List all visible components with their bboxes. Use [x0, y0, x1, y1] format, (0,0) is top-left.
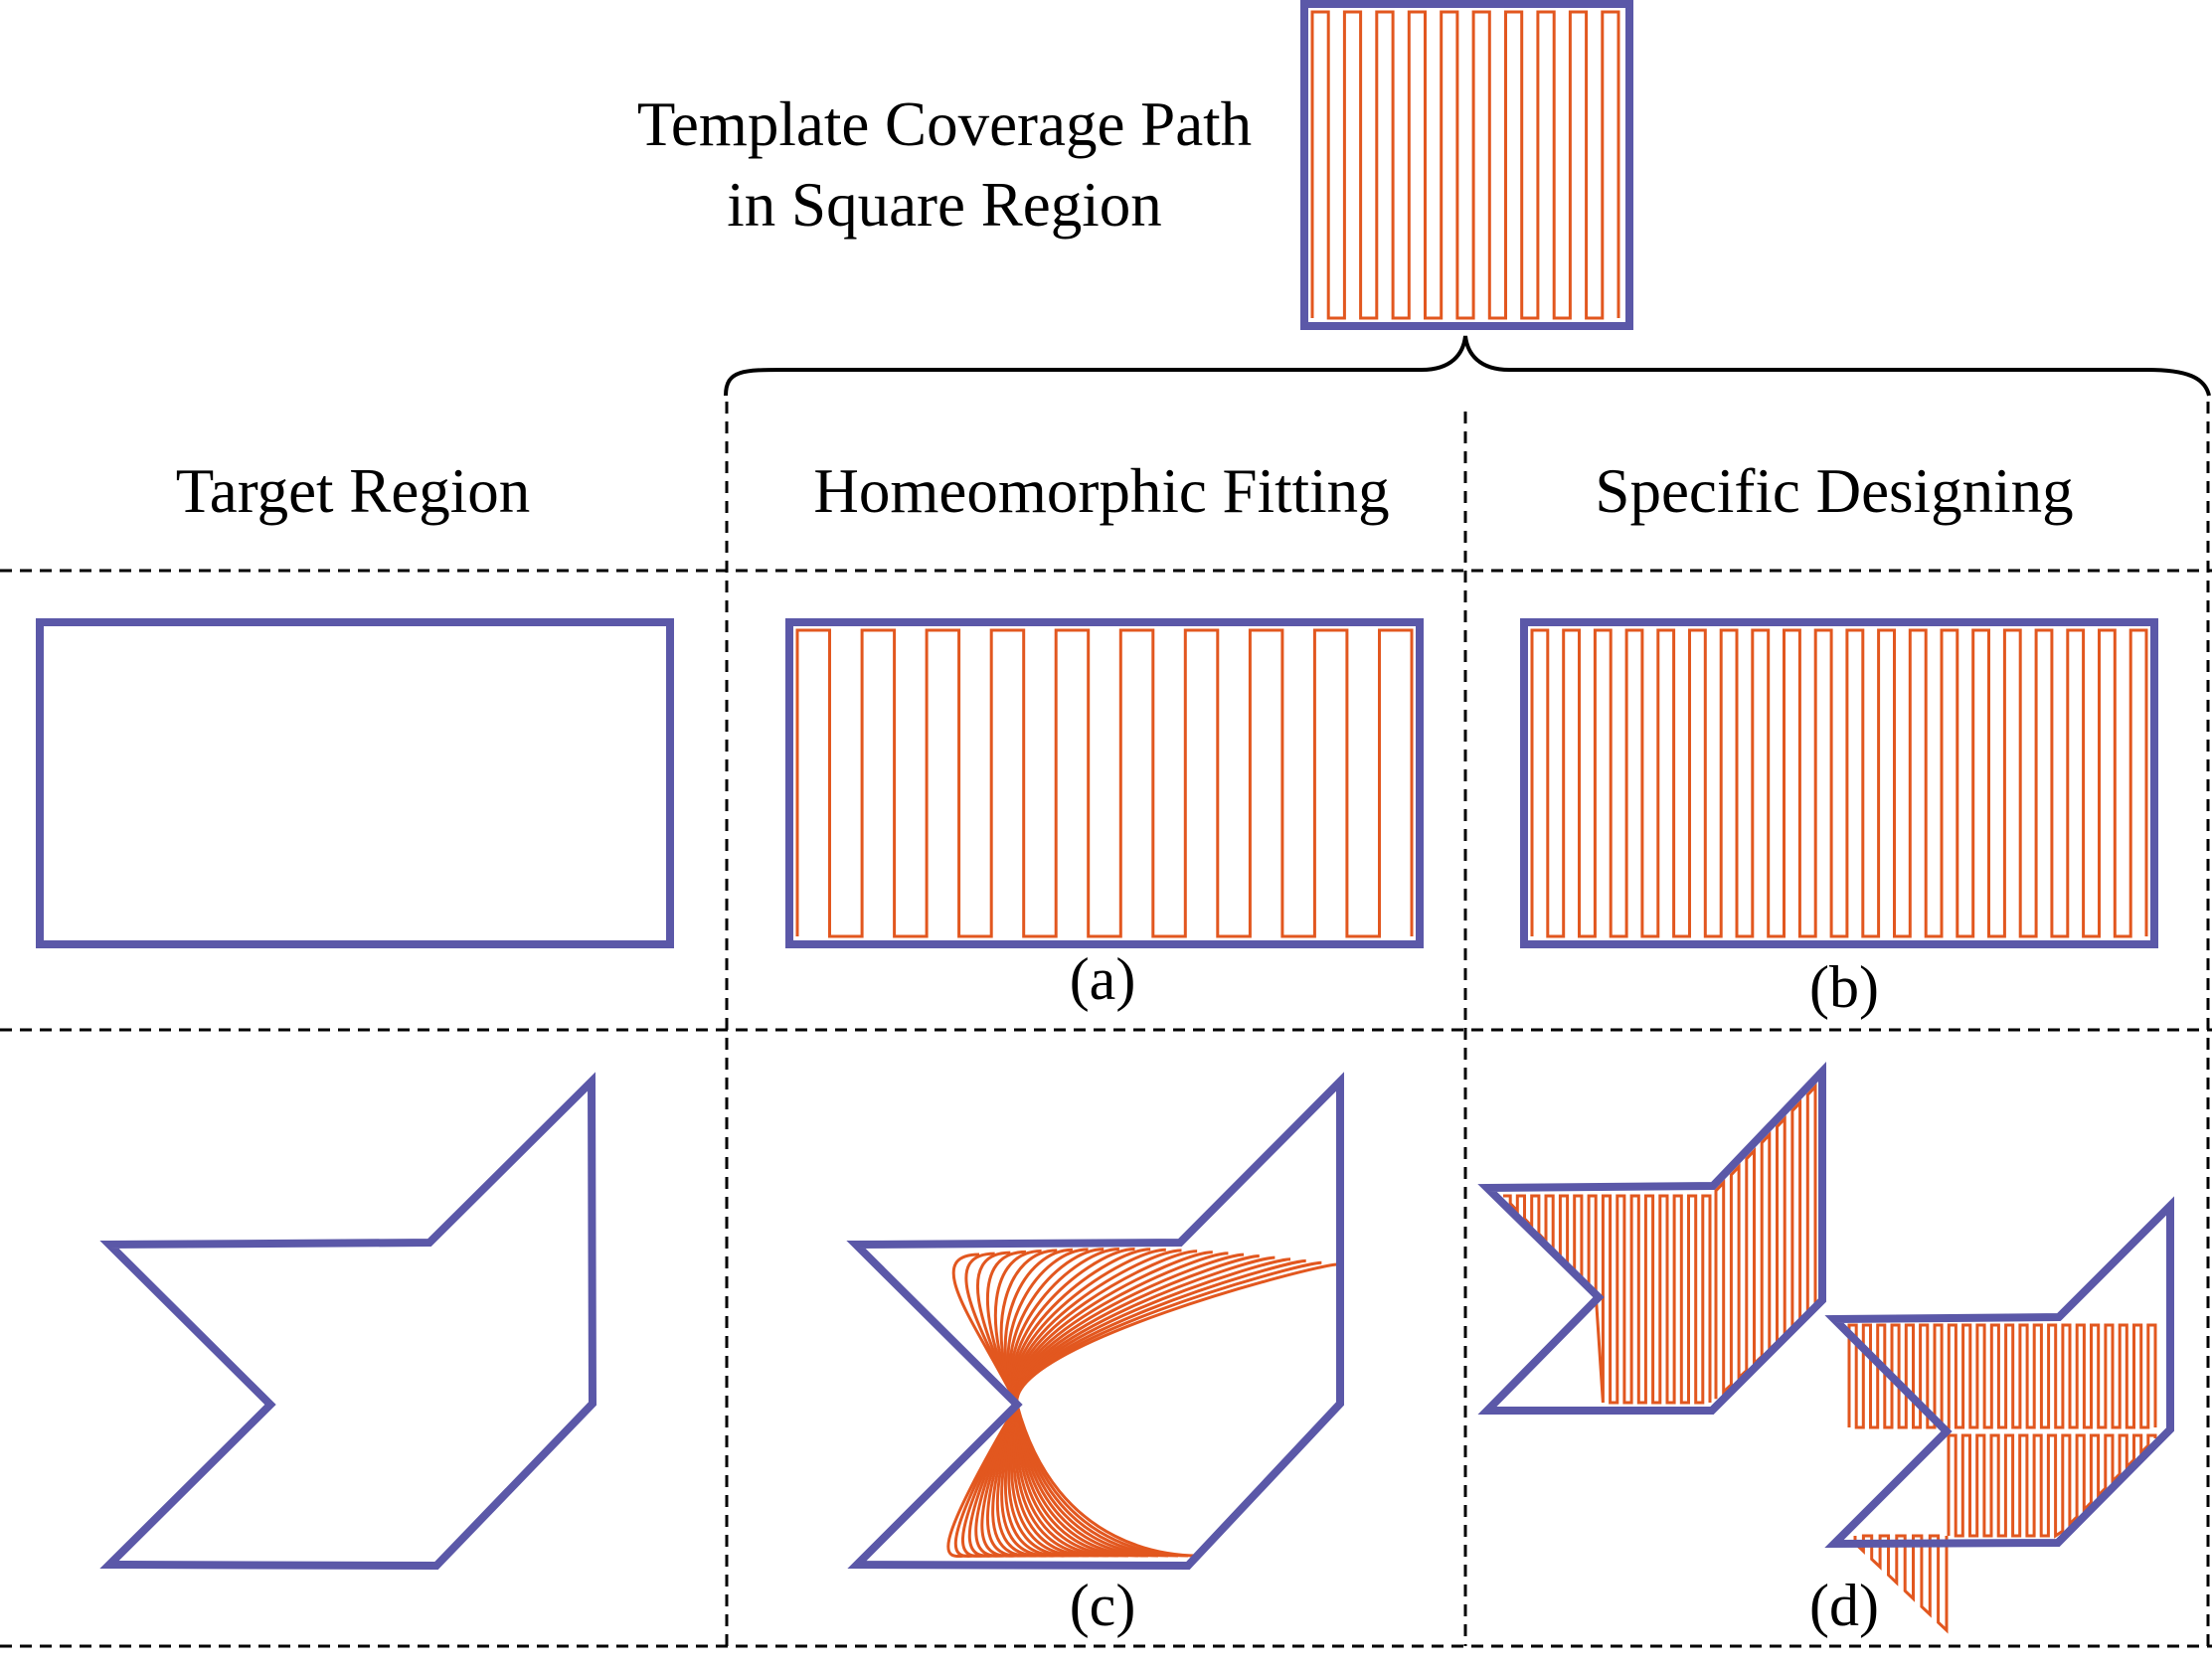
coverage-path-d-lower-right [1853, 1534, 1949, 1634]
sublabel-b: (b) [1809, 954, 1879, 1020]
table-grid [0, 402, 2212, 1648]
coverage-path-d-upper-right [1714, 1083, 1817, 1400]
coverage-path-d-lower-upper [1847, 1323, 2157, 1429]
sublabel-a: (a) [1070, 946, 1136, 1012]
polygon-piece-upper [1477, 1062, 1826, 1415]
template-square-boundary [1300, 0, 1633, 330]
column-header-target: Target Region [176, 456, 531, 526]
sublabel-c: (c) [1070, 1573, 1136, 1638]
brace [724, 335, 2211, 397]
coverage-path-d-upper-left [1503, 1194, 1712, 1405]
sublabel-d: (d) [1809, 1573, 1879, 1638]
target-polygon [99, 1072, 597, 1571]
polygon-piece-lower [1824, 1196, 2174, 1549]
rectangle-boundary-b [1520, 618, 2158, 948]
coverage-path-a [795, 628, 1414, 938]
specific-rectangle [1520, 618, 2158, 948]
template-coverage-path [1310, 10, 1620, 320]
column-header-specific: Specific Designing [1595, 456, 2073, 526]
polygon-boundary-c [846, 1072, 1344, 1571]
column-header-homeomorphic: Homeomorphic Fitting [813, 456, 1389, 526]
rectangle-boundary-a [785, 618, 1424, 948]
target-rectangle [36, 618, 674, 948]
template-square [1300, 0, 1633, 330]
homeomorphic-polygon [846, 1072, 1344, 1571]
coverage-path-c [946, 1247, 1338, 1559]
coverage-curve [1014, 1254, 1260, 1558]
coverage-path-b [1530, 628, 2148, 938]
specific-piece-lower [1824, 1196, 2174, 1634]
homeomorphic-rectangle [785, 618, 1424, 948]
template-label-line2: in Square Region [727, 170, 1161, 240]
template-label-line1: Template Coverage Path [637, 89, 1252, 159]
coverage-path-d-lower-lower [1947, 1433, 2157, 1539]
coverage-curve [1015, 1262, 1338, 1558]
specific-piece-upper [1477, 1062, 1826, 1415]
